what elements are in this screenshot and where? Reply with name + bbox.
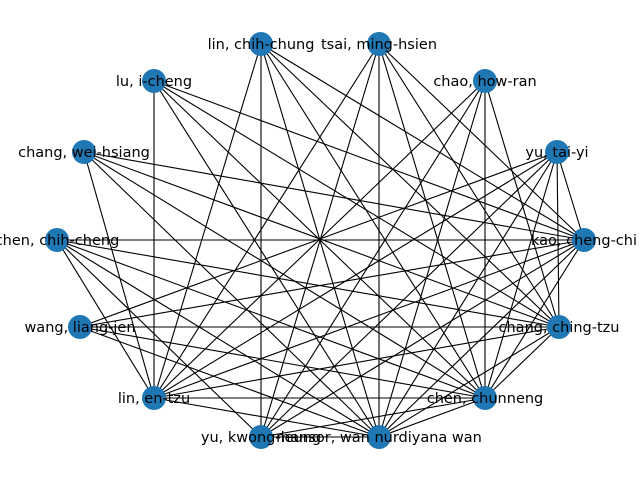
node-n10	[142, 386, 166, 410]
edge-n6-n9	[56, 239, 560, 328]
node-n11	[473, 386, 497, 410]
edge-n1-n7	[378, 43, 585, 241]
node-label-n0: lin, chih-chung	[208, 37, 315, 53]
edge-n4-n13	[83, 151, 380, 438]
edge-n2-n7	[153, 80, 585, 241]
node-n3	[473, 69, 497, 93]
node-label-n10: lin, en-tzu	[118, 391, 190, 407]
edge-n4-n11	[83, 151, 486, 399]
edge-layer	[56, 43, 585, 438]
node-n8	[68, 315, 92, 339]
edge-n6-n11	[56, 239, 486, 399]
edge-n0-n11	[260, 43, 486, 399]
edge-n7-n13	[378, 239, 585, 438]
edge-n3-n13	[378, 80, 486, 438]
edge-n5-n11	[484, 151, 558, 399]
edge-n9-n10	[153, 326, 560, 399]
edge-n6-n10	[56, 239, 155, 399]
edge-n8-n11	[79, 326, 486, 399]
node-n1	[367, 32, 391, 56]
node-label-n11: chen, chunneng	[427, 391, 544, 407]
edge-n4-n7	[83, 151, 585, 241]
node-label-n6: chen, chih-cheng	[0, 233, 119, 249]
edge-n11-n12	[260, 397, 486, 438]
edge-n5-n10	[153, 151, 558, 399]
edge-n10-n13	[153, 397, 380, 438]
edge-n6-n12	[56, 239, 262, 438]
node-label-n3: chao, how-ran	[433, 74, 536, 90]
node-n7	[572, 228, 596, 252]
edge-n1-n11	[378, 43, 486, 399]
edge-n7-n8	[79, 239, 585, 328]
edge-n9-n11	[484, 326, 560, 399]
node-label-n13: mansor, wan nurdiyana wan	[276, 430, 482, 446]
node-label-n2: lu, i-cheng	[116, 74, 192, 90]
node-label-n5: yu, tai-yi	[525, 145, 588, 161]
node-label-n7: kao, cheng-chi	[531, 233, 637, 249]
node-n5	[545, 140, 569, 164]
edge-n7-n12	[260, 239, 585, 438]
edge-n0-n9	[260, 43, 560, 328]
node-label-n1: tsai, ming-hsien	[321, 37, 437, 53]
edge-n11-n13	[378, 397, 486, 438]
label-layer: lin, chih-chung tsai, ming-hsien lu, i-che…	[0, 37, 637, 446]
edge-n3-n9	[484, 80, 560, 328]
edge-n4-n10	[83, 151, 155, 399]
node-n9	[547, 315, 571, 339]
edge-n7-n10	[153, 239, 585, 399]
edge-n8-n13	[79, 326, 380, 438]
node-label-n4: chang, wei-hsiang	[18, 145, 150, 161]
edge-n7-n11	[484, 239, 585, 399]
node-label-n12: yu, kwong-leung	[201, 430, 321, 446]
edge-n1-n10	[153, 43, 380, 399]
node-n6	[45, 228, 69, 252]
node-n2	[142, 69, 166, 93]
node-label-n8: wang, liang-jen	[24, 320, 135, 336]
edge-n0-n10	[153, 43, 262, 399]
edge-n9-n13	[378, 326, 560, 438]
node-layer	[45, 32, 596, 449]
node-n12	[249, 425, 273, 449]
node-n13	[367, 425, 391, 449]
edge-n0-n7	[260, 43, 585, 241]
node-n0	[249, 32, 273, 56]
node-n4	[72, 140, 96, 164]
edge-n5-n7	[556, 151, 585, 241]
node-label-n9: chang, ching-tzu	[499, 320, 620, 336]
edge-n5-n13	[378, 151, 558, 438]
edge-n5-n12	[260, 151, 558, 438]
edge-n1-n9	[378, 43, 560, 328]
edge-n6-n13	[56, 239, 380, 438]
